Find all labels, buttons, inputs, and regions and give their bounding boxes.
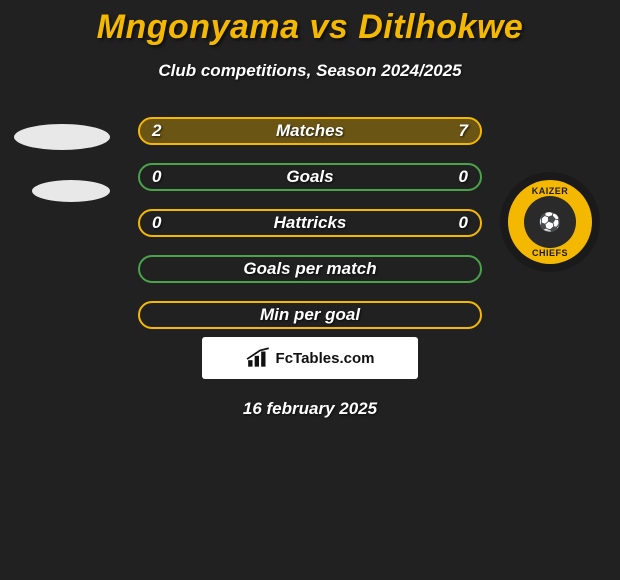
page-title: Mngonyama vs Ditlhokwe xyxy=(0,0,620,47)
stat-label: Matches xyxy=(276,121,344,141)
stat-value-left: 0 xyxy=(152,213,161,233)
stat-bar: 2 7 Matches xyxy=(138,117,482,145)
stat-value-left: 0 xyxy=(152,167,161,187)
date-label: 16 february 2025 xyxy=(0,399,620,419)
player-photo-outline-1 xyxy=(14,124,110,150)
stat-bar: 0 0 Goals xyxy=(138,163,482,191)
brand-label: FcTables.com xyxy=(276,350,375,367)
stat-bar-fill-right xyxy=(215,119,480,143)
stat-label: Hattricks xyxy=(274,213,347,233)
stat-label: Min per goal xyxy=(260,305,360,325)
bar-chart-icon xyxy=(246,347,272,369)
stat-value-left: 2 xyxy=(152,121,161,141)
player-photo-outline-2 xyxy=(32,180,110,202)
club-badge: KAIZER ⚽ CHIEFS xyxy=(500,172,600,272)
soccer-ball-icon: ⚽ xyxy=(539,212,561,233)
stat-value-right: 0 xyxy=(459,213,468,233)
subtitle: Club competitions, Season 2024/2025 xyxy=(0,61,620,81)
stat-bar: 0 0 Hattricks xyxy=(138,209,482,237)
club-badge-inner: ⚽ xyxy=(524,196,576,248)
stat-bar: Goals per match xyxy=(138,255,482,283)
club-badge-ring: KAIZER ⚽ CHIEFS xyxy=(508,180,592,264)
stat-bar: Min per goal xyxy=(138,301,482,329)
stat-value-right: 7 xyxy=(459,121,468,141)
club-badge-text-top: KAIZER xyxy=(508,186,592,196)
club-badge-text-bottom: CHIEFS xyxy=(508,248,592,258)
stat-label: Goals xyxy=(286,167,333,187)
stat-label: Goals per match xyxy=(243,259,376,279)
brand-card[interactable]: FcTables.com xyxy=(202,337,418,379)
stat-value-right: 0 xyxy=(459,167,468,187)
